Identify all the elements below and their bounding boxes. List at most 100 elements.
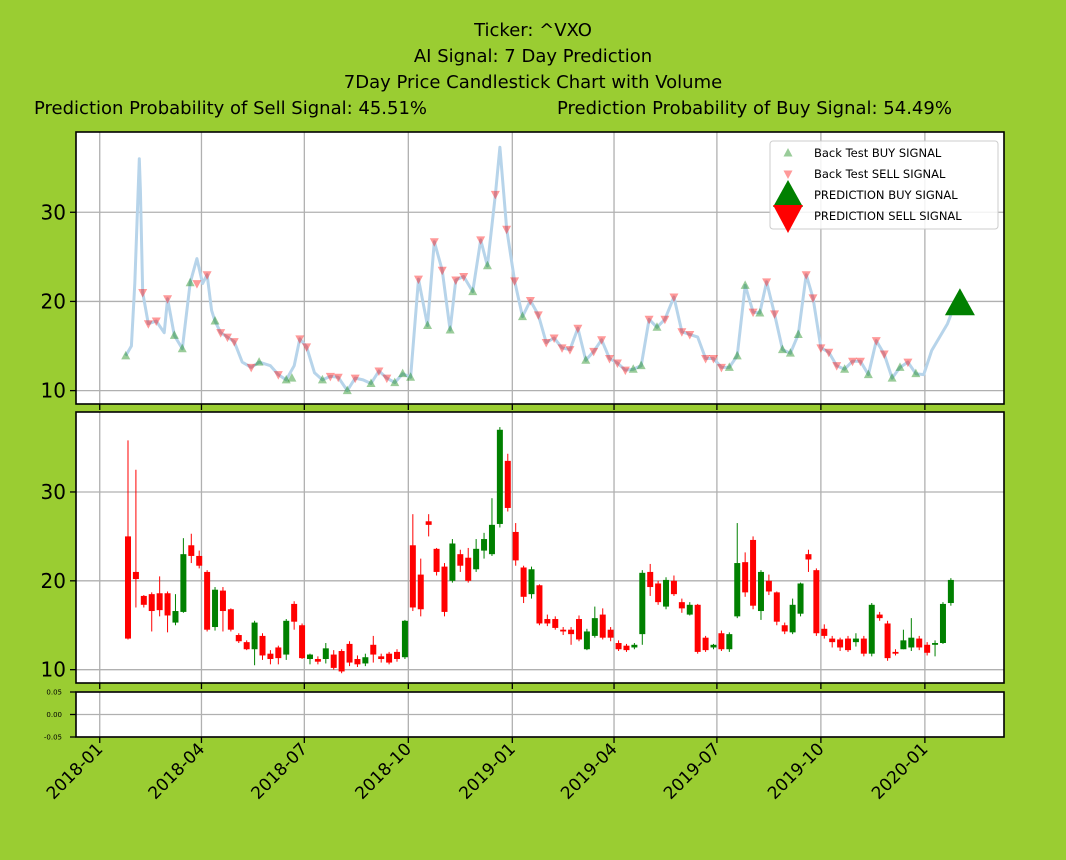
- backtest-sell-marker: [273, 371, 283, 380]
- candle-body: [124, 536, 131, 639]
- backtest-sell-marker: [832, 362, 842, 371]
- price-line: [124, 145, 953, 393]
- backtest-buy-marker: [317, 374, 327, 384]
- backtest-buy-marker: [177, 343, 187, 353]
- backtest-sell-marker: [762, 278, 772, 287]
- backtest-buy-marker: [581, 355, 591, 364]
- backtest-buy-marker: [468, 286, 478, 296]
- backtest-sell-marker: [597, 336, 607, 345]
- candle-body: [283, 620, 290, 655]
- y-tick-label: 10: [41, 379, 66, 403]
- backtest-buy-marker: [887, 373, 897, 382]
- x-tick-label-group: 2018-04: [145, 739, 209, 803]
- backtest-buy-marker: [482, 260, 492, 270]
- backtest-buy-marker: [342, 385, 352, 395]
- candle-body: [330, 654, 337, 668]
- candle-body: [488, 524, 495, 555]
- candle-body: [702, 637, 709, 651]
- backtest-sell-marker: [808, 294, 818, 303]
- candle-body: [663, 579, 670, 607]
- x-tick-label: 2018-07: [247, 739, 311, 803]
- backtest-sell-marker: [302, 343, 312, 352]
- backtest-sell-marker: [871, 337, 881, 346]
- candle-body: [235, 635, 242, 642]
- candle-body: [860, 638, 867, 654]
- panel-frame: [75, 691, 1005, 738]
- backtest-buy-marker: [785, 348, 795, 357]
- backtest-sell-marker: [374, 367, 384, 377]
- candle-body: [346, 643, 353, 663]
- backtest-buy-marker: [169, 330, 179, 339]
- x-tick-label-group: 2020-01: [868, 739, 932, 803]
- backtest-buy-marker: [863, 369, 873, 379]
- candle-body: [797, 583, 804, 614]
- backtest-sell-marker: [848, 357, 858, 367]
- backtest-sell-marker: [685, 330, 695, 340]
- backtest-buy-marker: [254, 357, 264, 366]
- candle-body: [821, 628, 828, 636]
- backtest-buy-marker: [732, 350, 742, 360]
- backtest-sell-marker: [605, 355, 615, 364]
- candle-body: [639, 572, 646, 635]
- candle-body: [473, 548, 480, 570]
- x-tick-label: 2019-04: [557, 739, 621, 803]
- backtest-sell-marker: [138, 289, 148, 298]
- backtest-sell-marker: [525, 297, 535, 306]
- candle-body: [465, 557, 472, 581]
- candle-body: [306, 654, 313, 660]
- x-tick-label: 2020-01: [868, 739, 932, 803]
- y-tick-label: 10: [41, 658, 66, 682]
- candle-body: [291, 603, 298, 622]
- backtest-buy-marker: [777, 344, 787, 354]
- candle-body: [678, 602, 685, 609]
- prediction-buy-marker: [944, 288, 975, 316]
- candle-body: [575, 619, 582, 640]
- candle-body: [299, 625, 306, 659]
- candle-body: [607, 629, 614, 638]
- backtest-sell-marker: [533, 311, 543, 320]
- x-tick-label-group: 2019-04: [557, 739, 621, 803]
- candle-body: [164, 593, 171, 616]
- x-tick-label: 2019-10: [764, 739, 828, 803]
- title-chart: 7Day Price Candlestick Chart with Volume: [343, 72, 723, 93]
- candle-body: [789, 604, 796, 633]
- candle-body: [481, 539, 488, 551]
- candle-body: [726, 634, 733, 650]
- candle-body: [204, 571, 211, 630]
- backtest-sell-marker: [163, 295, 173, 304]
- backtest-buy-marker: [652, 322, 662, 331]
- backtest-buy-marker: [740, 280, 750, 289]
- candle-body: [227, 609, 234, 630]
- y-tick-label: 30: [41, 480, 66, 504]
- backtest-buy-marker: [445, 324, 455, 334]
- sell-probability: Prediction Probability of Sell Signal: 4…: [34, 98, 428, 119]
- x-tick-label-group: 2018-01: [43, 739, 107, 803]
- backtest-sell-marker: [879, 350, 889, 360]
- backtest-sell-marker: [824, 348, 834, 358]
- legend-backtest-sell-marker: [783, 170, 793, 179]
- candle-body: [947, 579, 954, 604]
- backtest-sell-marker: [816, 344, 826, 353]
- backtest-sell-marker: [573, 324, 583, 334]
- candle-body: [734, 563, 741, 617]
- backtest-buy-marker: [911, 368, 921, 378]
- backtest-buy-marker: [628, 364, 638, 373]
- candle-body: [528, 569, 535, 595]
- candle-body: [765, 580, 772, 592]
- candle-body: [401, 620, 408, 658]
- backtest-sell-marker: [612, 359, 622, 368]
- candle-body: [924, 644, 931, 653]
- title-ticker: Ticker: ^VXO: [474, 20, 592, 41]
- backtest-sell-marker: [709, 355, 719, 364]
- legend-label: PREDICTION SELL SIGNAL: [814, 209, 962, 223]
- backtest-sell-marker: [801, 271, 811, 280]
- candle-body: [496, 429, 503, 524]
- title-signal: AI Signal: 7 Day Prediction: [413, 46, 653, 67]
- candle-body: [338, 651, 345, 672]
- backtest-buy-marker: [724, 362, 734, 371]
- backtest-sell-marker: [541, 338, 551, 348]
- candle-body: [583, 631, 590, 650]
- candle-body: [449, 543, 456, 581]
- candle-body: [892, 651, 899, 654]
